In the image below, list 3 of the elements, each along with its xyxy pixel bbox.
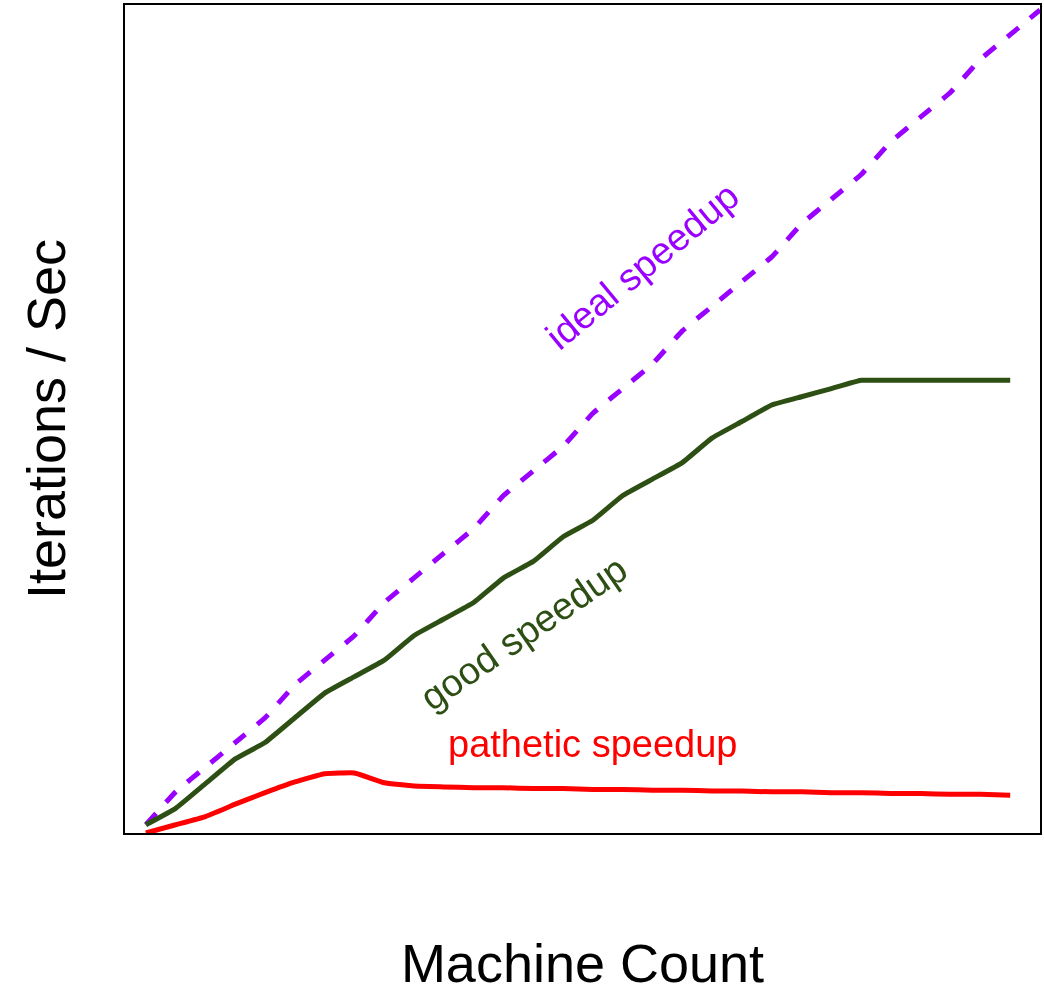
y-axis-title: Iterations / Sec [16,238,77,600]
x-axis-title: Machine Count [400,932,765,993]
series-label: pathetic speedup [448,723,738,765]
